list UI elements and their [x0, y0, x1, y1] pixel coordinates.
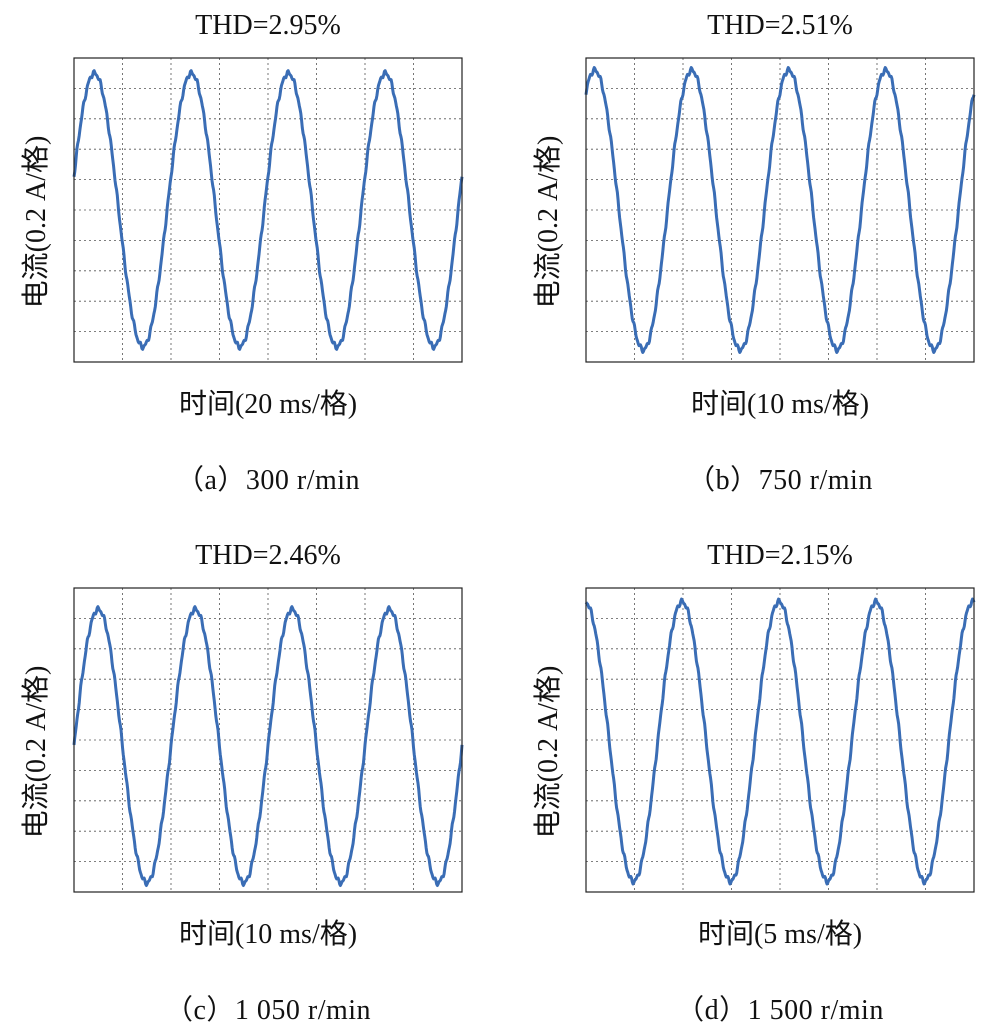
- plot-area: [584, 57, 976, 363]
- chart-title: THD=2.51%: [707, 10, 853, 41]
- plot-area: [72, 57, 464, 363]
- plot-frame: [73, 587, 463, 893]
- chart-title: THD=2.15%: [707, 540, 853, 571]
- y-axis-label: 电流(0.2 A/格): [533, 135, 564, 309]
- current-waveform-line: [72, 69, 464, 351]
- x-axis-label: 时间(10 ms/格): [178, 919, 358, 950]
- y-axis-label: 电流(0.2 A/格): [21, 135, 52, 309]
- plot-area: [72, 587, 464, 893]
- chart-title: THD=2.95%: [195, 10, 341, 41]
- x-axis-label: 时间(5 ms/格): [697, 919, 863, 950]
- panel-caption: （c）1 050 r/min: [164, 995, 372, 1026]
- current-waveform-line: [584, 597, 976, 886]
- chart-title: THD=2.46%: [195, 540, 341, 571]
- current-waveform-line: [72, 605, 464, 888]
- x-axis-label: 时间(20 ms/格): [178, 389, 358, 420]
- panel-caption: （b）750 r/min: [687, 465, 873, 496]
- plot-frame: [73, 57, 463, 363]
- panel-caption: （d）1 500 r/min: [676, 995, 884, 1026]
- panel-caption: （a）300 r/min: [175, 465, 361, 496]
- plot-frame: [585, 57, 975, 363]
- y-axis-label: 电流(0.2 A/格): [533, 665, 564, 839]
- plot-area: [584, 587, 976, 893]
- y-axis-label: 电流(0.2 A/格): [21, 665, 52, 839]
- plot-frame: [585, 587, 975, 893]
- current-waveform-line: [584, 66, 976, 354]
- x-axis-label: 时间(10 ms/格): [690, 389, 870, 420]
